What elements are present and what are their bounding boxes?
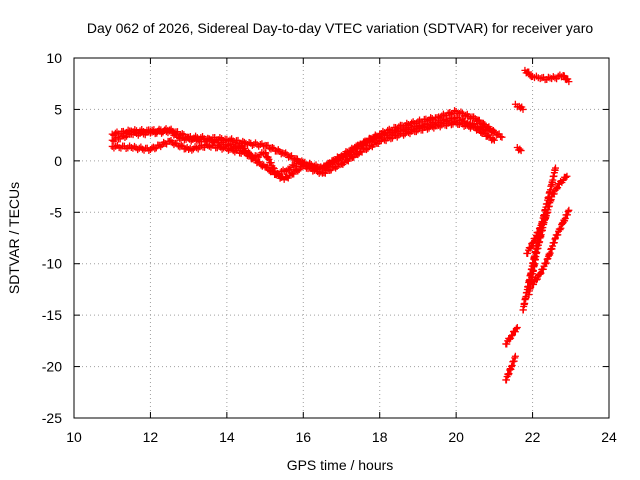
y-tick-label: 0	[54, 153, 62, 169]
series-segment-c	[521, 66, 573, 86]
series-upper-band	[108, 107, 498, 173]
axis-ticks	[73, 57, 610, 419]
y-tick-label: 10	[46, 50, 62, 66]
x-tick-labels: 10 12 14 16 18 20 22 24	[66, 429, 617, 445]
y-tick-labels: 10 5 0 -5 -10 -15 -20 -25	[42, 50, 62, 426]
series-markers	[108, 118, 498, 183]
data-points	[108, 66, 573, 384]
plot-frame	[73, 57, 610, 419]
y-tick-label: 5	[54, 101, 62, 117]
y-tick-label: -25	[42, 410, 62, 426]
y-tick-label: -5	[50, 204, 63, 220]
series-segment-d	[502, 323, 521, 348]
series-steep-3	[523, 208, 552, 257]
series-markers	[513, 143, 525, 155]
y-tick-label: -10	[42, 256, 62, 272]
chart-title: Day 062 of 2026, Sidereal Day-to-day VTE…	[87, 20, 593, 36]
series-markers	[502, 352, 519, 384]
x-tick-label: 20	[448, 429, 464, 445]
x-tick-label: 24	[601, 429, 617, 445]
x-tick-label: 16	[295, 429, 311, 445]
series-steep-4	[529, 206, 573, 288]
x-tick-label: 14	[219, 429, 235, 445]
series-markers	[523, 208, 552, 257]
y-tick-label: -20	[42, 359, 62, 375]
x-tick-label: 18	[372, 429, 388, 445]
x-tick-label: 22	[525, 429, 541, 445]
series-segment-b	[513, 143, 525, 155]
series-markers	[529, 206, 573, 288]
x-tick-label: 12	[143, 429, 159, 445]
series-segment-a	[511, 100, 527, 113]
series-markers	[511, 100, 527, 113]
x-axis-label: GPS time / hours	[287, 457, 394, 473]
series-markers	[108, 107, 498, 173]
series-segment-e	[502, 352, 519, 384]
series-markers	[502, 323, 521, 348]
series-lower-band	[108, 118, 498, 183]
series-markers	[521, 66, 573, 86]
y-axis-label: SDTVAR / TECUs	[6, 182, 22, 294]
x-tick-label: 10	[66, 429, 82, 445]
grid-lines	[74, 58, 609, 418]
y-tick-label: -15	[42, 307, 62, 323]
